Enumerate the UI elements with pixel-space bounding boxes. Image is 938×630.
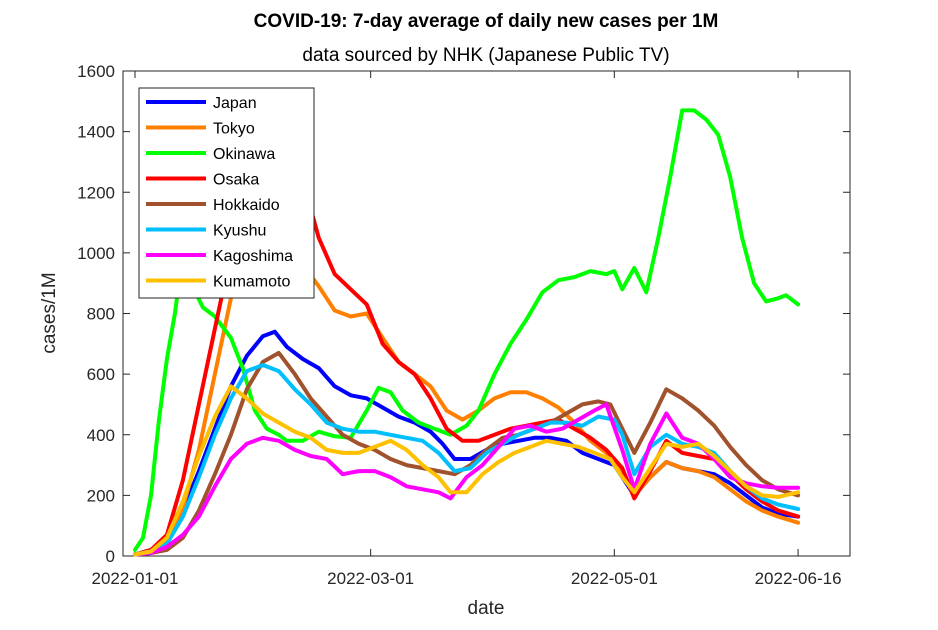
legend-label-tokyo: Tokyo bbox=[213, 121, 255, 138]
x-axis-label: date bbox=[468, 598, 505, 619]
series-line-hokkaido bbox=[133, 350, 801, 557]
legend-label-kagoshima: Kagoshima bbox=[213, 248, 293, 265]
series-line-kumamoto bbox=[133, 384, 801, 557]
series-lines bbox=[133, 108, 801, 557]
x-tick-label: 2022-05-01 bbox=[571, 569, 658, 588]
y-tick-label: 200 bbox=[87, 486, 115, 505]
y-tick-label: 600 bbox=[87, 365, 115, 384]
series-line-kagoshima bbox=[133, 402, 801, 557]
legend-box bbox=[138, 87, 315, 299]
series-line-kyushu bbox=[133, 363, 801, 557]
legend-label-kumamoto: Kumamoto bbox=[213, 274, 290, 291]
x-axis: 2022-01-01 2022-03-01 2022-05-01 2022-06-16 bbox=[91, 71, 842, 588]
x-tick-label: 2022-06-16 bbox=[755, 569, 842, 588]
legend-label-kyushu: Kyushu bbox=[213, 223, 266, 240]
y-tick-label: 400 bbox=[87, 426, 115, 445]
x-tick-label: 2022-03-01 bbox=[327, 569, 414, 588]
series-line-okinawa bbox=[133, 108, 801, 552]
chart-subtitle: data sourced by NHK (Japanese Public TV) bbox=[302, 45, 669, 66]
y-tick-label: 1000 bbox=[77, 244, 115, 263]
y-tick-label: 1600 bbox=[77, 62, 115, 81]
legend-label-hokkaido: Hokkaido bbox=[213, 197, 280, 214]
y-axis-label: cases/1M bbox=[39, 272, 60, 353]
x-tick-label: 2022-01-01 bbox=[91, 569, 178, 588]
legend-label-japan: Japan bbox=[213, 95, 257, 112]
chart-title: COVID-19: 7-day average of daily new cas… bbox=[254, 11, 719, 32]
y-tick-label: 0 bbox=[106, 547, 115, 566]
legend-label-okinawa: Okinawa bbox=[213, 146, 275, 163]
y-axis: 0 200 400 600 800 1000 1200 1400 1600 bbox=[77, 62, 850, 566]
y-tick-label: 1200 bbox=[77, 183, 115, 202]
y-tick-label: 1400 bbox=[77, 123, 115, 142]
legend: Japan Tokyo Okinawa Osaka Hokkaido Kyushu Kago… bbox=[138, 87, 315, 299]
y-tick-label: 800 bbox=[87, 305, 115, 324]
legend-label-osaka: Osaka bbox=[213, 172, 259, 189]
